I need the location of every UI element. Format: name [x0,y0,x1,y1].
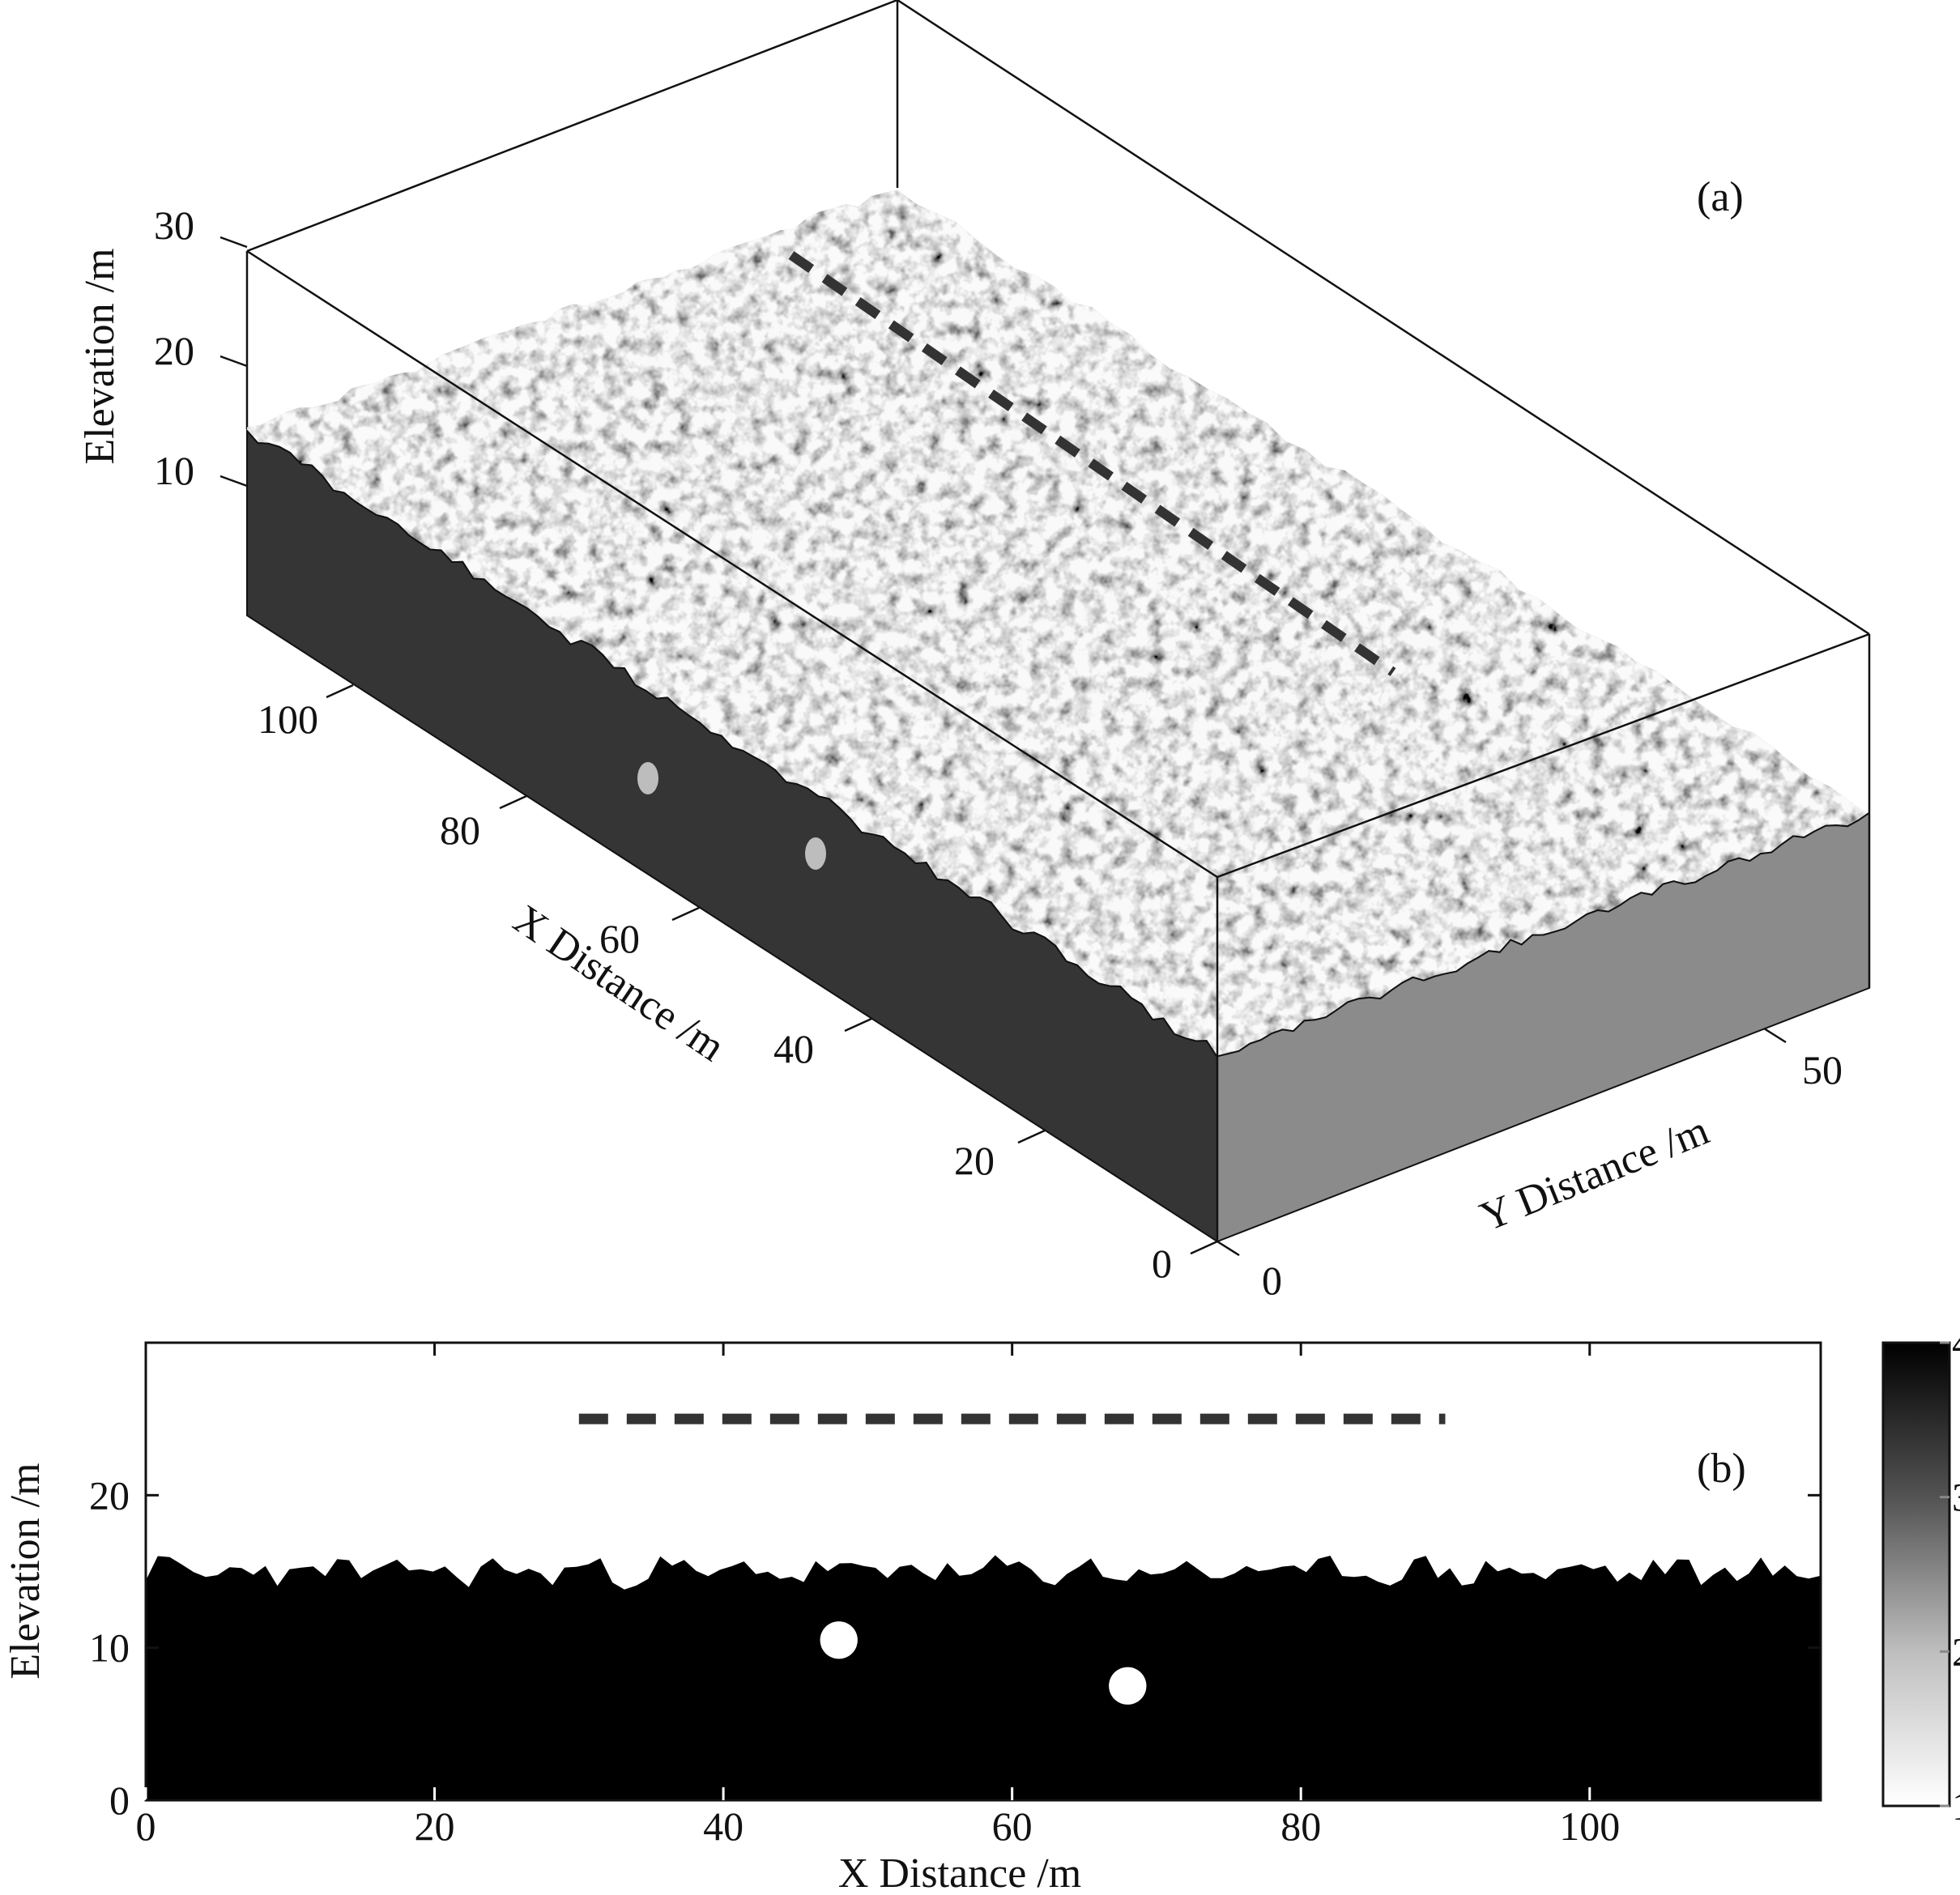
x-axis-2d: 0 20 40 60 80 100 [136,1343,1620,1849]
y2d-tick-10: 10 [89,1625,130,1671]
x2d-tick-60: 60 [992,1803,1033,1849]
panel-a-box-front [246,249,1871,1239]
x3d-tick-0: 0 [1152,1241,1172,1286]
z-tick-30: 30 [154,202,194,248]
x2d-tick-100: 100 [1559,1803,1620,1849]
panel-b-label: (b) [1697,1446,1746,1492]
panel-a-box-back [245,0,1870,636]
panel-a: 10 20 30 Elevation /m 0 20 40 60 80 100 … [77,0,1871,1303]
right-face [1216,811,1870,1243]
x2d-tick-40: 40 [703,1803,744,1849]
x3d-tick-80: 80 [440,807,480,853]
x-axis-label-2d: X Distance /m [838,1850,1081,1895]
z-tick-10: 10 [154,448,194,493]
y-axis-2d: 0 10 20 [89,1472,1821,1823]
panel-b-frame [144,1341,1822,1802]
colorbar-ticks: 1 2 3 4 [1940,1320,1960,1829]
y3d-tick-50: 50 [1802,1047,1843,1092]
x3d-tick-60: 60 [599,916,640,961]
x3d-tick-40: 40 [773,1026,814,1071]
cavity-1 [820,1621,858,1659]
cb-tick-4: 4 [1952,1320,1960,1365]
cavities [820,1621,1147,1705]
cavity-2 [1109,1667,1147,1705]
z-axis-label: Elevation /m [77,248,123,464]
cavity-marker-1 [637,762,658,794]
survey-line-3d [788,251,1396,676]
x2d-tick-80: 80 [1280,1803,1321,1849]
cb-tick-1: 1 [1952,1783,1960,1829]
panel-b: 0 20 40 60 80 100 0 10 20 X Distance /m Elevati… [2,1320,1960,1895]
panel-a-label: (a) [1697,174,1744,220]
y2d-tick-20: 20 [89,1472,130,1518]
colorbar [1881,1341,1951,1808]
cb-tick-2: 2 [1952,1629,1960,1674]
x3d-tick-20: 20 [954,1138,995,1183]
subsurface-section [146,1555,1821,1800]
z-axis: 10 20 30 Elevation /m [77,202,248,493]
y3d-tick-0: 0 [1262,1258,1282,1303]
y2d-tick-0: 0 [109,1778,130,1823]
x2d-tick-0: 0 [136,1803,156,1849]
y-axis-label-2d: Elevation /m [2,1463,49,1679]
cb-tick-3: 3 [1952,1475,1960,1520]
x3d-tick-100: 100 [258,696,318,742]
z-tick-20: 20 [154,328,194,373]
front-face [246,428,1218,1243]
x2d-tick-20: 20 [415,1803,455,1849]
cavity-marker-2 [805,837,826,870]
